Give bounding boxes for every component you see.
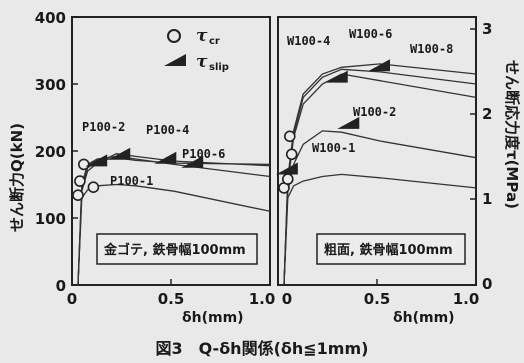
legend-cr-marker — [167, 29, 181, 43]
right-xtick-0: 0 — [282, 290, 292, 308]
right-y-axis-label: せん断応力度τ(MPa) — [503, 60, 521, 209]
right-ytick-3: 3 — [482, 20, 492, 38]
curve-P100-6 — [77, 157, 271, 286]
tau-slip-marker — [275, 162, 298, 175]
tau-slip-marker — [85, 154, 108, 167]
left-condition-box — [96, 233, 258, 265]
figure-caption: 図3 Q-δh関係(δh≦1mm) — [156, 339, 369, 358]
tau-slip-marker — [337, 116, 360, 129]
tau-cr-marker — [283, 130, 296, 143]
label-W100-2: W100-2 — [353, 105, 396, 119]
tau-cr-marker — [72, 189, 84, 201]
right-ytick-2: 2 — [482, 105, 492, 123]
label-W100-6: W100-6 — [349, 27, 392, 41]
left-y-ticks: 400 300 200 100 0 — [35, 9, 78, 295]
tau-cr-marker — [78, 158, 90, 171]
label-W100-4: W100-4 — [287, 34, 330, 48]
left-markers — [72, 147, 204, 201]
tau-cr-marker — [74, 175, 86, 187]
legend: τ cr τ slip — [164, 26, 229, 73]
legend-cr-symbol: τ — [196, 26, 208, 46]
x-ticks: 0 0.5 1.0 0 0.5 1.0 — [67, 279, 480, 308]
right-condition-box — [316, 233, 466, 265]
tau-slip-marker — [181, 155, 204, 168]
left-ytick-200: 200 — [35, 143, 66, 161]
left-x-axis-label: δh(mm) — [182, 310, 244, 326]
right-x-axis-label: δh(mm) — [393, 310, 455, 326]
left-y-axis-label: せん断力Q(kN) — [8, 123, 26, 232]
tau-slip-marker — [368, 59, 390, 72]
tau-slip-marker — [154, 151, 177, 164]
right-markers — [275, 59, 390, 194]
label-W100-1: W100-1 — [312, 141, 355, 155]
left-ytick-300: 300 — [35, 76, 66, 94]
right-condition-label: 粗面, 鉄骨幅100mm — [324, 242, 453, 258]
legend-slip-symbol: τ — [196, 52, 208, 72]
legend-slip-sub: slip — [209, 62, 229, 73]
right-xtick-0.5: 0.5 — [364, 290, 391, 308]
left-ytick-0: 0 — [56, 277, 66, 295]
left-curves — [77, 153, 271, 286]
curve-P100-2 — [77, 155, 271, 286]
left-ytick-100: 100 — [35, 210, 66, 228]
label-P100-6: P100-6 — [182, 147, 225, 161]
right-ytick-0: 0 — [482, 275, 492, 293]
left-xtick-0: 0 — [67, 290, 77, 308]
tau-cr-marker — [285, 148, 298, 161]
right-ytick-1: 1 — [482, 190, 492, 208]
left-ytick-400: 400 — [35, 9, 66, 27]
curve-W100-1 — [283, 173, 477, 286]
right-y-ticks: 3 2 1 0 — [470, 20, 492, 293]
label-P100-1: P100-1 — [110, 174, 153, 188]
label-P100-2: P100-2 — [82, 120, 125, 134]
label-P100-4: P100-4 — [146, 123, 189, 137]
legend-slip-marker — [164, 54, 186, 66]
left-xtick-1.0: 1.0 — [249, 290, 276, 308]
tau-cr-marker — [281, 173, 294, 185]
label-W100-8: W100-8 — [410, 42, 453, 56]
legend-cr-sub: cr — [209, 36, 220, 47]
tau-slip-marker — [108, 147, 131, 160]
tau-slip-marker — [325, 70, 348, 83]
left-condition-label: 金ゴテ, 鉄骨幅100mm — [103, 242, 246, 258]
tau-cr-marker — [87, 181, 100, 193]
right-xtick-1.0: 1.0 — [453, 290, 480, 308]
left-xtick-0.5: 0.5 — [158, 290, 185, 308]
